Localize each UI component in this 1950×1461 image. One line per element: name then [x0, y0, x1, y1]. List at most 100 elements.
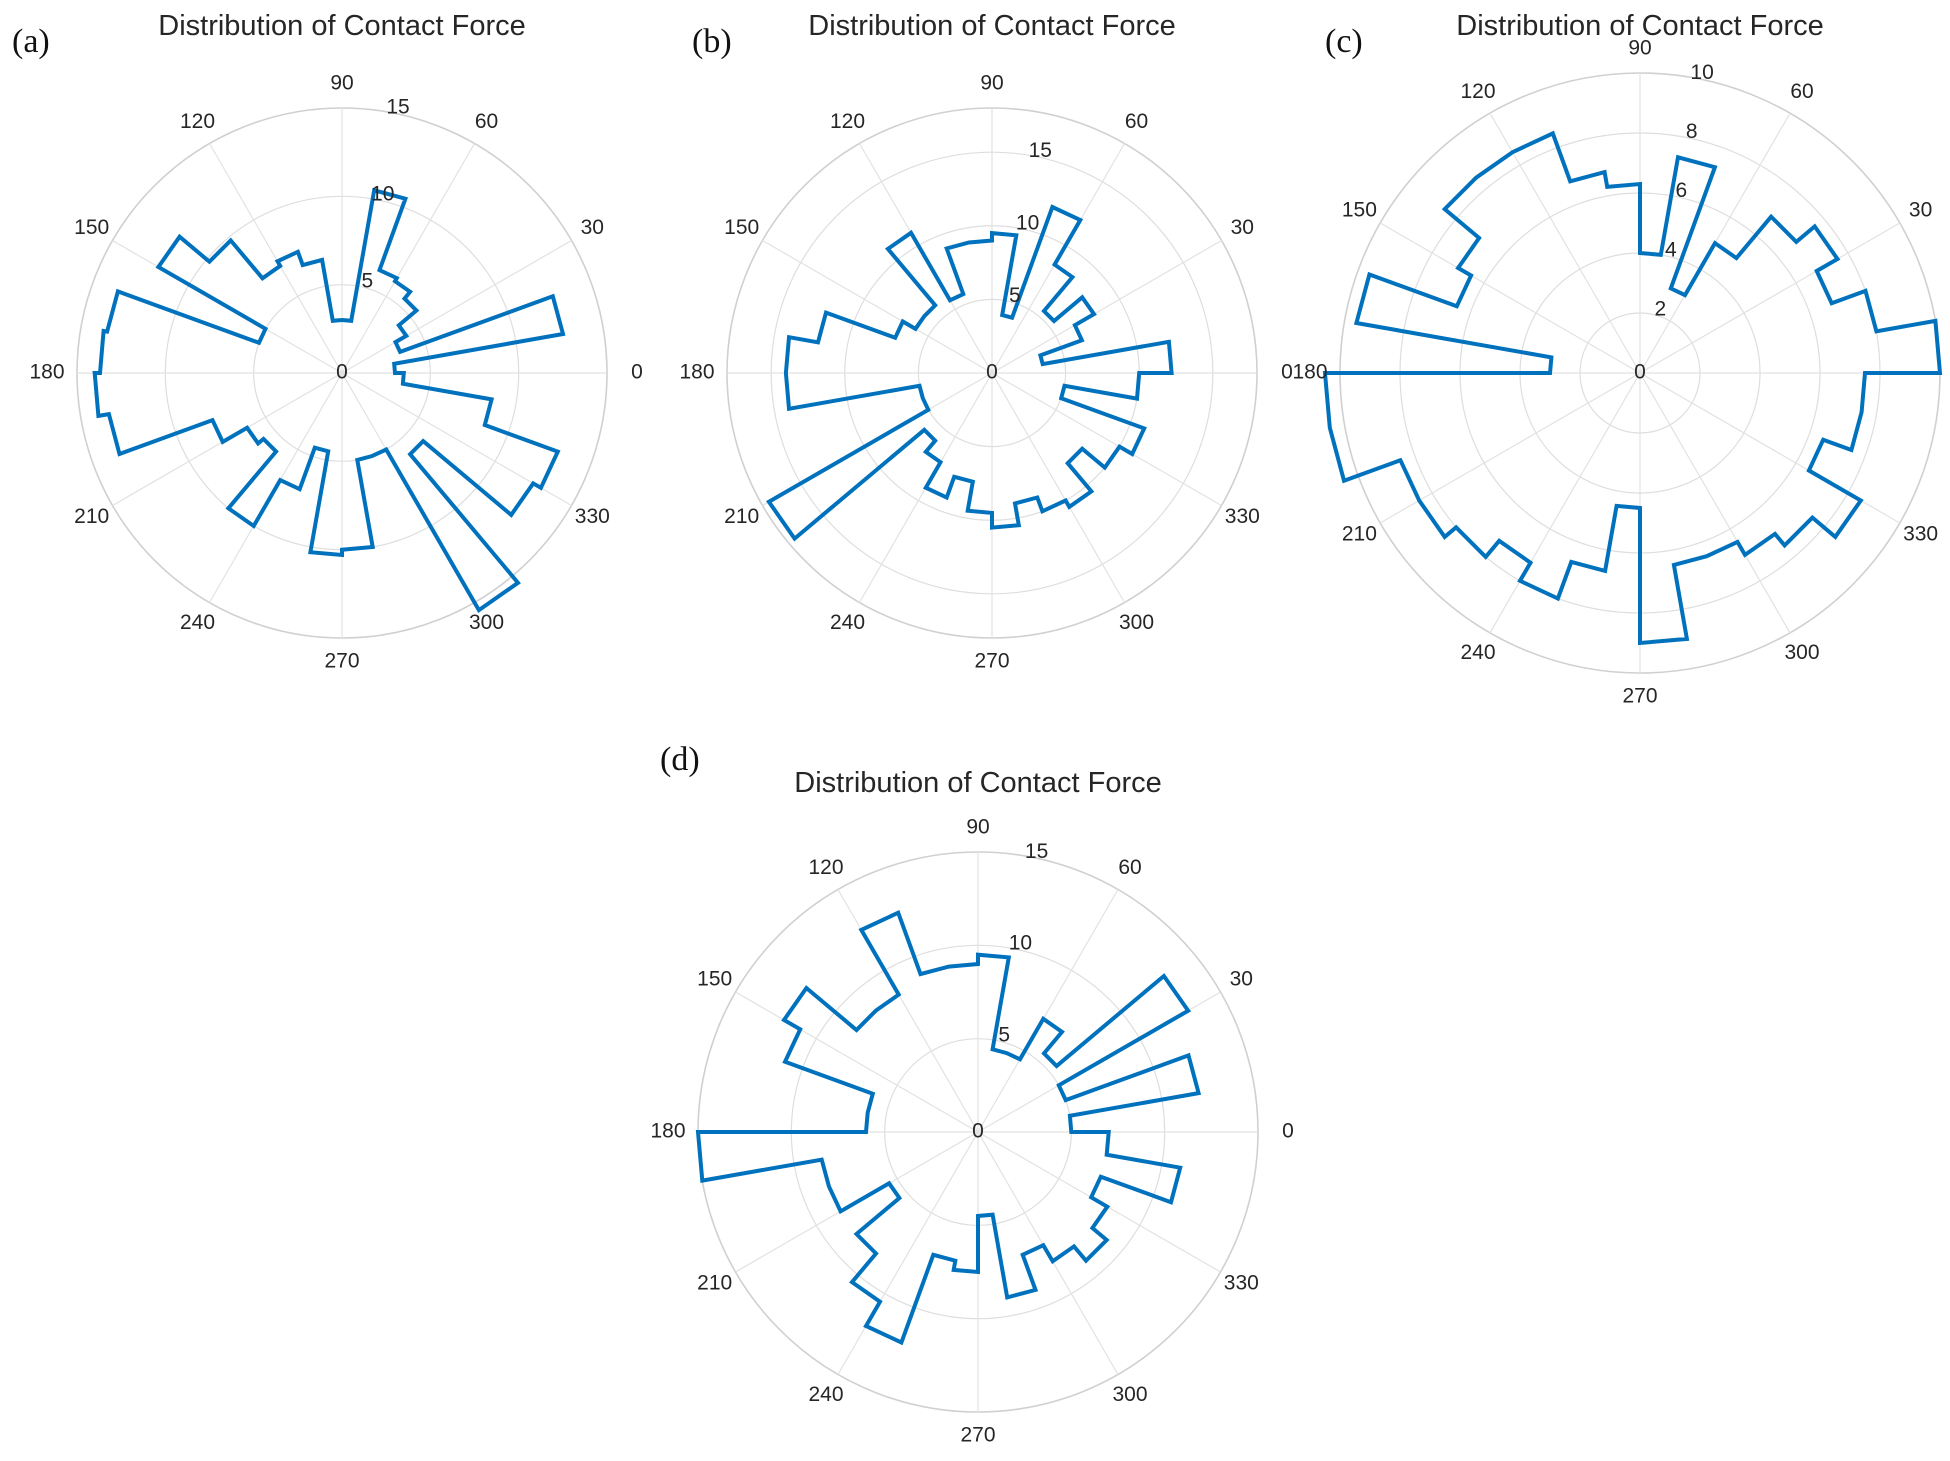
angle-tick-label: 300 — [469, 611, 504, 634]
histogram-bin — [1132, 428, 1144, 454]
histogram-bin — [876, 995, 899, 1011]
spoke-line — [341, 239, 572, 374]
histogram-bin — [380, 270, 397, 278]
angle-tick-label: 210 — [1342, 523, 1377, 546]
spoke-line — [837, 889, 979, 1133]
histogram-bin — [784, 988, 806, 1020]
histogram-bin — [1105, 447, 1120, 468]
radial-tick-label: 5 — [998, 1024, 1010, 1047]
angle-tick-label: 240 — [830, 611, 865, 634]
radial-tick-label: 15 — [386, 96, 409, 119]
histogram-bin — [1075, 325, 1082, 340]
angle-tick-label: 150 — [74, 216, 109, 239]
histogram-bin — [852, 1282, 880, 1302]
histogram-bin — [1044, 311, 1054, 321]
histogram-bin — [1023, 1245, 1044, 1255]
angle-tick-label: 0 — [1282, 1120, 1294, 1143]
histogram-outline — [92, 187, 566, 613]
histogram-bin — [158, 237, 179, 267]
angle-tick-label: 300 — [1112, 1383, 1147, 1406]
angle-tick-label: 120 — [808, 856, 843, 879]
angle-tick-label: 60 — [1118, 856, 1141, 879]
histogram-bin — [1570, 172, 1604, 181]
histogram-bin — [280, 480, 300, 489]
histogram-bin — [1445, 178, 1476, 209]
angle-tick-label: 120 — [830, 110, 865, 133]
angle-tick-label: 90 — [1628, 37, 1651, 60]
histogram-bin — [1809, 440, 1823, 471]
angle-tick-label: 60 — [475, 110, 498, 133]
histogram-bin — [924, 305, 935, 316]
histogram-bin — [1015, 498, 1037, 504]
angle-tick-label: 180 — [29, 361, 64, 384]
angle-tick-label: 330 — [1903, 523, 1938, 546]
histogram-bin — [1458, 238, 1479, 268]
histogram-bin — [107, 291, 118, 331]
histogram-bin — [1171, 1168, 1180, 1203]
histogram-bin — [857, 1234, 877, 1254]
spoke-line — [735, 991, 979, 1133]
histogram-bin — [405, 299, 417, 311]
histogram-bin — [857, 1011, 877, 1031]
histogram-bin — [861, 913, 898, 930]
histogram-bin — [921, 967, 949, 975]
histogram-bin — [333, 320, 342, 321]
radial-tick-label: 0 — [986, 361, 998, 384]
histogram-bin — [342, 320, 351, 321]
chart-title: Distribution of Contact Force — [1456, 10, 1823, 42]
spoke-line — [1489, 372, 1641, 634]
histogram-bin — [1400, 460, 1419, 500]
panel-label: (c) — [1325, 23, 1363, 60]
spoke-line — [208, 143, 343, 374]
histogram-outline — [1322, 130, 1943, 646]
histogram-bin — [1053, 1246, 1074, 1261]
radial-tick-label: 10 — [1009, 932, 1032, 955]
spoke-line — [991, 372, 1126, 603]
panel-a: (a) Distribution of Contact Force 0 30 60 90 1… — [12, 10, 643, 673]
histogram-bin — [1707, 542, 1738, 556]
angle-tick-label: 60 — [1790, 80, 1813, 103]
radial-tick-label: 15 — [1025, 840, 1048, 863]
histogram-bin — [1356, 275, 1369, 324]
histogram-bin — [1164, 976, 1188, 1011]
radial-tick-label: 5 — [361, 270, 373, 293]
radial-tick-label: 15 — [1029, 139, 1052, 162]
spoke-line — [837, 1131, 979, 1375]
histogram-bin — [1042, 501, 1065, 512]
angle-tick-label: 240 — [1460, 641, 1495, 664]
angle-tick-label: 210 — [74, 505, 109, 528]
angle-tick-label: 180 — [1292, 361, 1327, 384]
spoke-line — [977, 889, 1119, 1133]
histogram-bin — [263, 266, 281, 278]
spoke-line — [991, 372, 1222, 507]
histogram-bin — [1457, 276, 1471, 307]
histogram-bin — [895, 322, 903, 338]
radial-tick-label: 2 — [1655, 297, 1667, 320]
histogram-bin — [264, 439, 277, 452]
histogram-bin — [818, 313, 826, 343]
radial-tick-label: 0 — [336, 361, 348, 384]
angle-tick-label: 300 — [1784, 641, 1819, 664]
histogram-outline — [695, 909, 1202, 1346]
histogram-bin — [109, 414, 120, 454]
histogram-bin — [399, 325, 407, 336]
histogram-bin — [372, 450, 386, 457]
histogram-bin — [247, 428, 258, 444]
histogram-bin — [785, 1029, 800, 1062]
histogram-bin — [228, 508, 253, 526]
histogram-outline — [766, 204, 1174, 542]
angle-tick-label: 0 — [1281, 361, 1293, 384]
spoke-line — [1639, 222, 1901, 374]
histogram-bin — [888, 233, 911, 249]
angle-tick-label: 330 — [575, 505, 610, 528]
angle-tick-label: 270 — [324, 650, 359, 673]
histogram-bin — [1499, 541, 1530, 563]
angle-tick-label: 30 — [1230, 968, 1253, 991]
histogram-bin — [1513, 133, 1553, 152]
spoke-line — [991, 239, 1222, 374]
histogram-bin — [1044, 1053, 1057, 1066]
histogram-bin — [889, 1183, 899, 1198]
spoke-line — [1489, 112, 1641, 374]
angle-tick-label: 90 — [330, 72, 353, 95]
